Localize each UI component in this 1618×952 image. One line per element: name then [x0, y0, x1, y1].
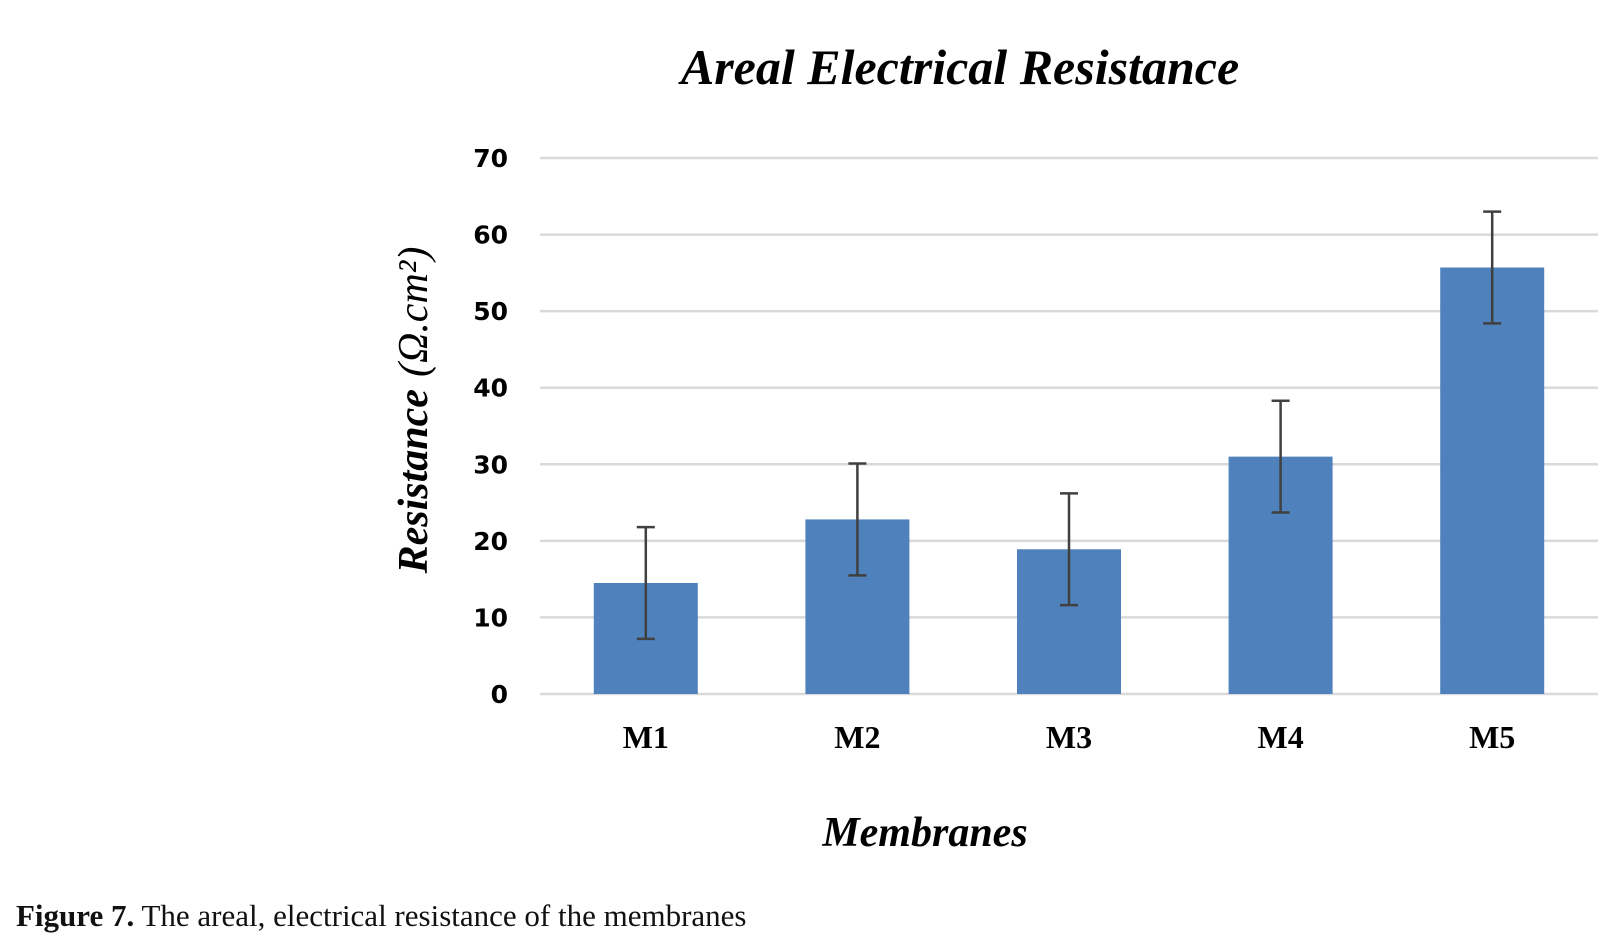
y-axis-label-unit: (Ω.cm²)	[391, 247, 437, 377]
x-tick-label: M3	[1046, 719, 1092, 755]
bars	[593, 267, 1545, 694]
y-tick-label: 50	[473, 297, 508, 326]
error-bar-M1	[636, 525, 655, 641]
error-bar-M2	[848, 462, 867, 577]
figure-caption-label: Figure 7.	[16, 898, 135, 933]
x-tick-label: M5	[1469, 719, 1515, 755]
y-tick-label: 70	[473, 144, 508, 173]
y-tick-label: 0	[491, 680, 508, 709]
y-axis-label: Resistance (Ω.cm²)	[391, 247, 437, 575]
figure-caption-text: The areal, electrical resistance of the …	[141, 898, 747, 933]
x-tick-label: M4	[1257, 719, 1303, 755]
x-tick-labels: M1 M2 M3 M4 M5	[623, 719, 1516, 755]
y-tick-label: 40	[473, 374, 508, 403]
y-tick-labels: 0 10 20 30 40 50 60 70	[473, 144, 508, 709]
y-tick-label: 10	[473, 603, 508, 632]
error-bar-M5	[1483, 210, 1502, 325]
x-tick-label: M2	[834, 719, 880, 755]
bar-chart: Areal Electrical Resistance 0 10 20 30 40 50 6…	[391, 39, 1598, 856]
figure-caption: Figure 7. The areal, electrical resistan…	[16, 898, 746, 934]
bar-M5	[1440, 267, 1545, 694]
chart-title: Areal Electrical Resistance	[678, 39, 1239, 95]
error-bar-M4	[1271, 399, 1290, 514]
error-bars	[636, 210, 1502, 641]
y-tick-label: 60	[473, 221, 508, 250]
y-axis-label-main: Resistance	[391, 389, 437, 574]
y-tick-label: 30	[473, 450, 508, 479]
error-bar-M3	[1060, 492, 1078, 607]
x-tick-label: M1	[623, 719, 669, 755]
y-tick-label: 20	[473, 527, 508, 556]
x-axis-label: Membranes	[821, 810, 1027, 856]
